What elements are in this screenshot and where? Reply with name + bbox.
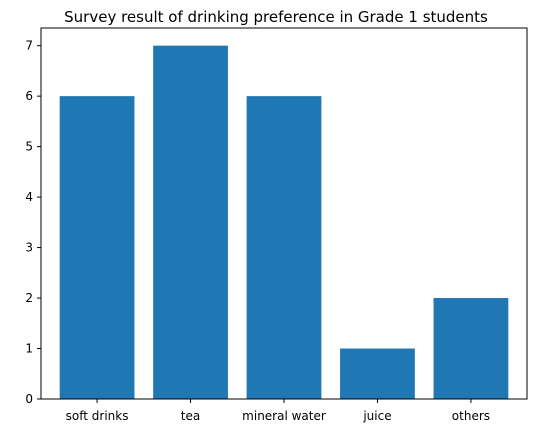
x-tick-label: mineral water — [242, 409, 326, 423]
plot-frame — [40, 27, 528, 400]
bar-juice — [340, 348, 415, 399]
y-axis: 0 1 2 3 4 5 6 7 — [25, 39, 41, 406]
x-tick-label: tea — [181, 409, 200, 423]
y-tick-label: 5 — [25, 140, 33, 154]
bar-others — [433, 298, 509, 399]
chart-title: Survey result of drinking preference in … — [64, 8, 488, 26]
bar-mineral-water — [246, 96, 322, 400]
bar-tea — [153, 45, 228, 400]
y-tick-label: 1 — [25, 342, 33, 356]
y-tick-label: 4 — [25, 190, 33, 204]
y-tick-label: 3 — [25, 241, 33, 255]
x-axis: soft drinks tea mineral water juice others — [66, 399, 490, 423]
bar-soft-drinks — [59, 96, 135, 400]
y-tick-label: 0 — [25, 392, 33, 406]
bars-group — [59, 45, 509, 400]
y-tick-label: 6 — [25, 89, 33, 103]
y-tick-label: 7 — [25, 39, 33, 53]
x-tick-label: soft drinks — [66, 409, 129, 423]
x-tick-label: juice — [362, 409, 391, 423]
y-tick-label: 2 — [25, 291, 33, 305]
x-tick-label: others — [452, 409, 490, 423]
